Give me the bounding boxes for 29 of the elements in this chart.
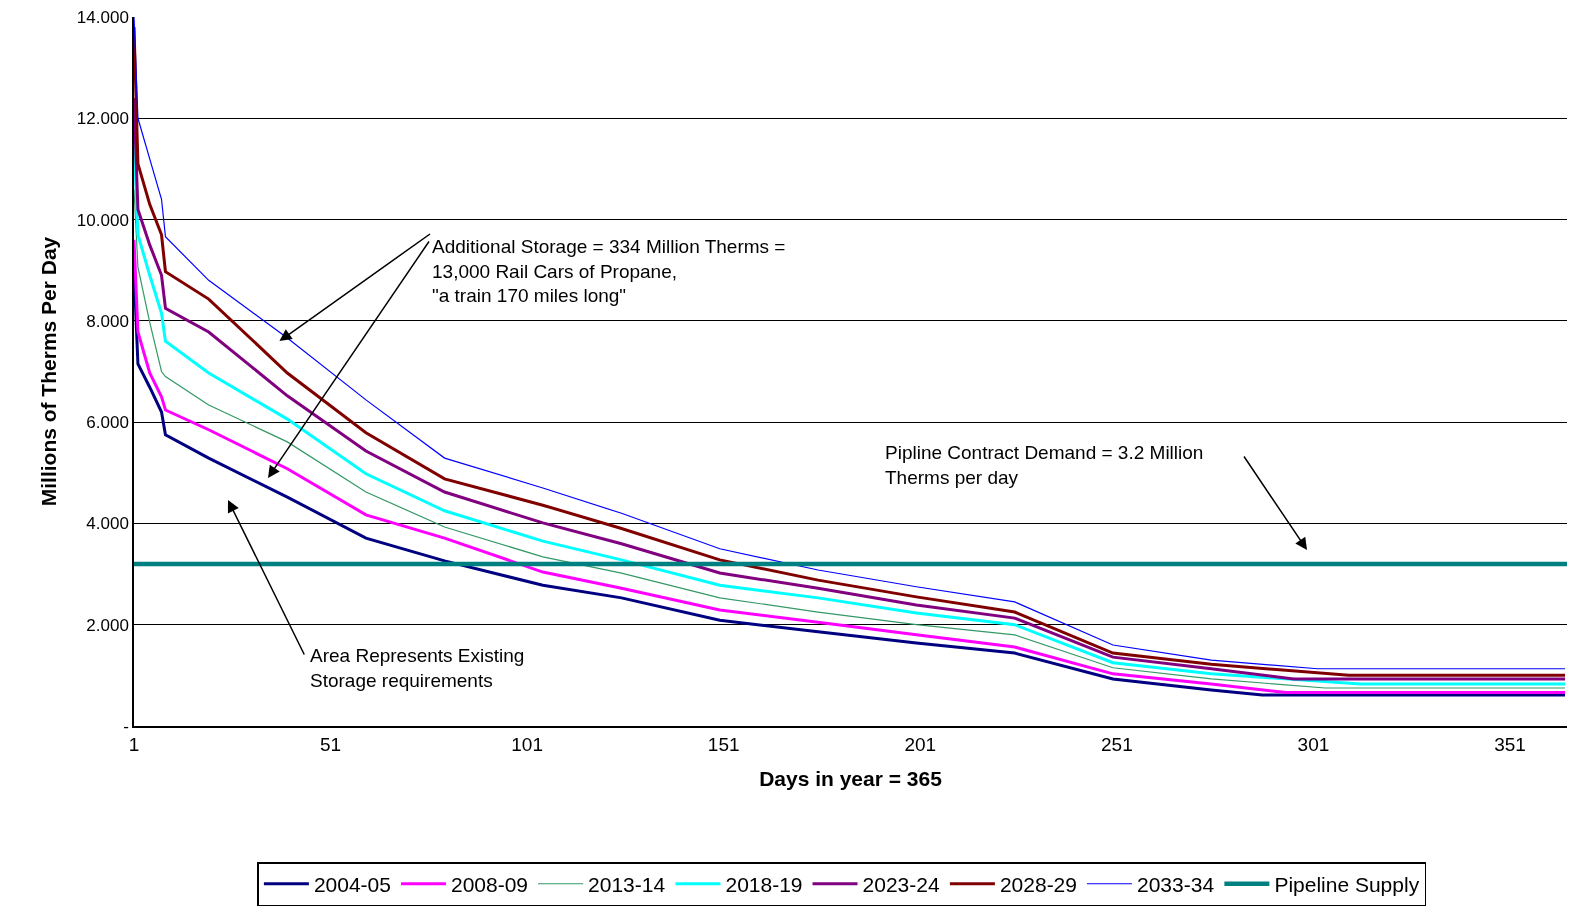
annotation: Area Represents Existing Storage requirements [310, 645, 525, 691]
legend-label: 2028-29 [999, 872, 1077, 896]
legend-label: 2018-19 [725, 872, 803, 896]
x-tick-label: 201 [904, 733, 937, 755]
x-tick-label: 251 [1101, 733, 1133, 755]
x-tick-label: 301 [1297, 733, 1330, 755]
x-tick-label: 51 [320, 733, 342, 755]
y-tick-label: 12.000 [76, 109, 129, 129]
legend-label: 2004-05 [313, 872, 391, 896]
y-tick-label: 6.000 [86, 413, 129, 433]
legend-label: 2013-14 [588, 872, 666, 896]
legend-label: 2023-24 [862, 872, 940, 896]
x-tick-label: 101 [511, 733, 543, 755]
x-axis-title: Days in year = 365 [759, 767, 943, 791]
legend-label: 2008-09 [450, 872, 529, 896]
legend-label: 2033-34 [1136, 872, 1215, 896]
y-axis-title: Millions of Therms Per Day [37, 236, 61, 507]
y-tick-label: 4.000 [86, 514, 129, 534]
x-tick-label: 1 [128, 733, 140, 755]
x-tick-label: 151 [707, 733, 740, 755]
y-tick-label: 10.000 [76, 210, 129, 230]
y-tick-label: 2.000 [86, 615, 129, 635]
x-tick-label: 351 [1494, 733, 1526, 755]
legend-label: Pipeline Supply [1274, 872, 1420, 896]
annotation: Pipline Contract Demand = 3.2 Million Therms per day [885, 442, 1204, 488]
annotation: Additional Storage = 334 Million Therms = 13,000 Rail Cars of Propane, "a train 170 miles long" [432, 236, 786, 307]
y-tick-label: 14.000 [76, 7, 129, 27]
y-tick-label: 8.000 [86, 311, 129, 331]
y-tick-label: - [123, 716, 129, 736]
